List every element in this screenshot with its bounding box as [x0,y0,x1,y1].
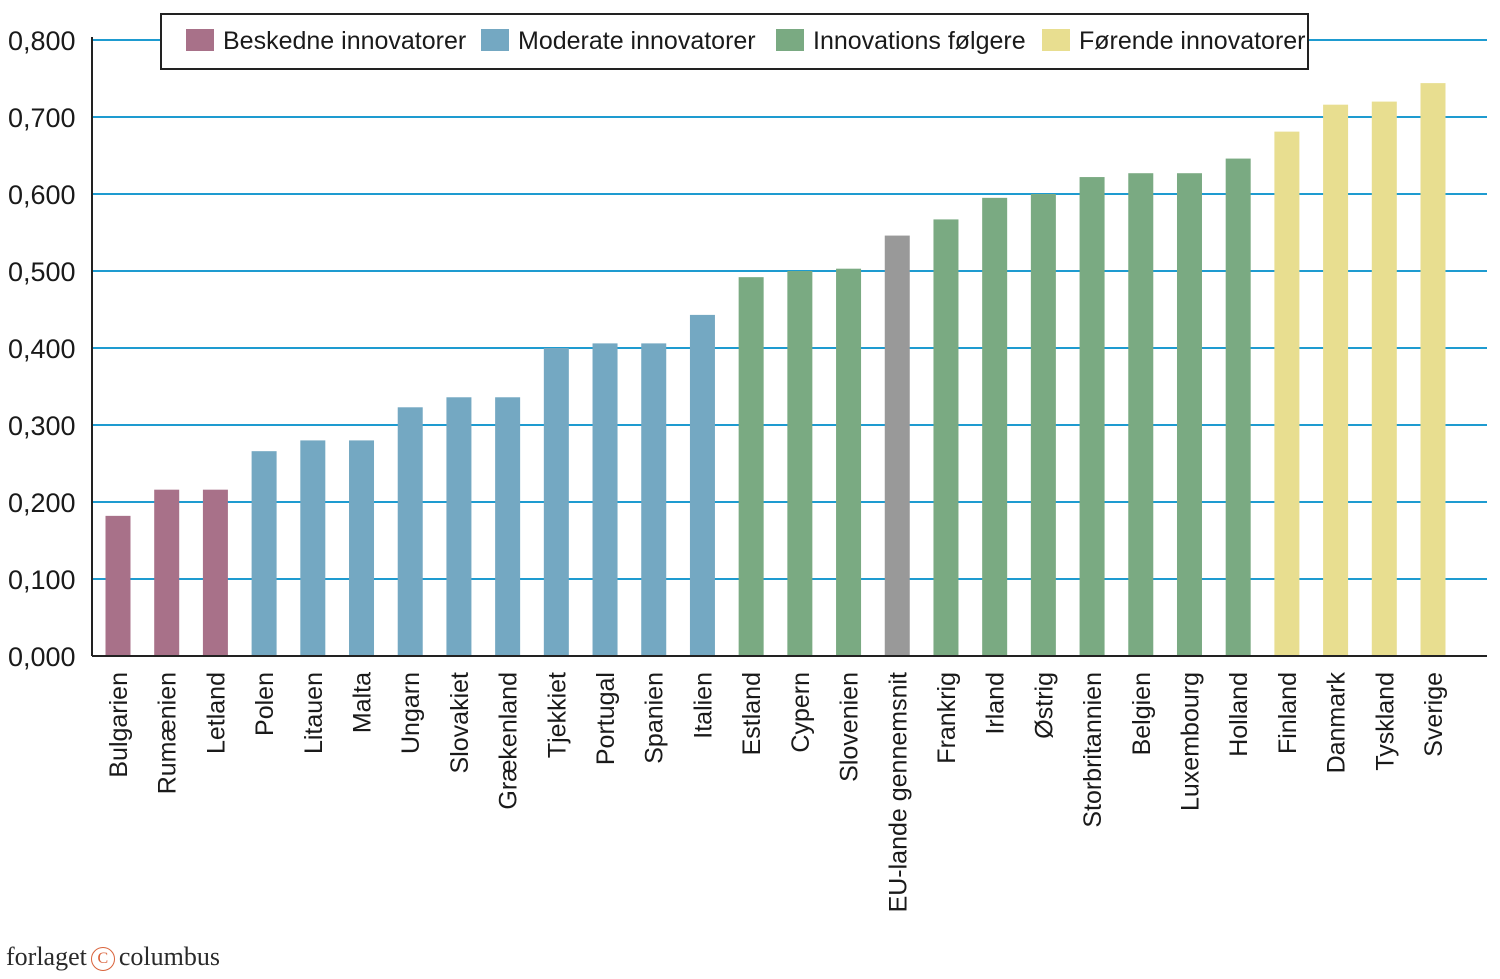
bar [1323,104,1349,657]
x-tick-label: Estland [738,672,766,755]
y-tick-label: 0,100 [8,565,76,595]
x-tick-label: Malta [349,672,377,733]
x-tick-label: Luxembourg [1176,672,1204,811]
legend-label: Førende innovatorer [1079,27,1306,55]
x-tick-label: Slovakiet [446,672,474,773]
x-tick-label: Italien [689,672,717,739]
x-tick-label: Frankrig [933,672,961,764]
bars [105,83,1446,657]
bar [689,314,715,656]
x-tick-label: Tjekkiet [543,672,571,758]
bar [1274,131,1300,656]
x-tick-label: Letland [202,672,230,754]
legend-swatch [776,29,804,51]
bar [641,343,667,656]
bar [884,235,910,656]
y-tick-label: 0,800 [8,26,76,56]
bar [300,440,326,656]
y-tick-label: 0,600 [8,180,76,210]
y-tick-label: 0,500 [8,257,76,287]
y-tick-label: 0,700 [8,103,76,133]
legend-swatch [1042,29,1070,51]
x-tick-label: Storbritannien [1079,672,1107,828]
legend: Beskedne innovatorer Moderate innovatorer… [160,13,1309,70]
x-tick-label: Bulgarien [105,672,133,778]
legend-swatch [481,29,509,51]
bar [738,277,764,656]
x-tick-label: Litauen [300,672,328,754]
y-tick-label: 0,300 [8,411,76,441]
x-tick-label: Irland [982,672,1010,735]
y-tick-label: 0,200 [8,488,76,518]
bar [1176,173,1202,656]
copyright-icon: C [90,947,115,971]
bar [1128,173,1154,656]
bar [154,489,180,656]
x-tick-label: Portugal [592,672,620,765]
x-tick-label: Slovenien [836,672,864,782]
legend-box [160,13,1309,70]
bar [1420,83,1446,657]
y-tick-label: 0,400 [8,334,76,364]
x-tick-label: Danmark [1323,672,1351,774]
publisher-name-left: forlaget [6,942,87,971]
bar [397,407,423,656]
publisher-name-right: columbus [118,942,220,971]
x-tick-label: Belgien [1128,672,1156,755]
x-tick-label: Sverige [1420,672,1448,757]
bar [836,268,862,656]
bar [202,489,228,656]
x-tick-label: EU-lande gennemsnit [884,672,912,912]
legend-label: Innovations følgere [813,27,1026,55]
x-tick-label: Spanien [641,672,669,764]
bar [787,271,813,656]
x-tick-label: Rumænien [154,672,182,794]
bar [1079,177,1105,656]
bar [105,515,131,656]
bar [446,397,472,656]
x-tick-label: Tyskland [1371,672,1399,771]
x-tick-label: Finland [1274,672,1302,754]
y-axis-ticks: 0,000 0,100 0,200 0,300 0,400 0,500 0,600 0,700… [8,26,76,672]
x-tick-label: Østrig [1030,672,1058,739]
legend-label: Beskedne innovatorer [223,27,466,55]
bar [1371,101,1397,657]
bar [592,343,618,656]
x-tick-label: Holland [1225,672,1253,757]
bar [933,219,959,656]
bar [251,451,277,656]
bar [495,397,521,656]
x-tick-label: Polen [251,672,279,736]
legend-swatch [186,29,214,51]
bar [543,348,569,656]
bar [1030,194,1056,656]
x-tick-label: Cypern [787,672,815,753]
x-tick-label: Ungarn [397,672,425,754]
bar [982,197,1008,656]
bar [1225,158,1251,656]
x-axis-labels: Bulgarien Rumænien Letland Polen Litauen Malt… [105,672,1448,913]
bar [349,440,375,656]
y-tick-label: 0,000 [8,642,76,672]
x-tick-label: Grækenland [495,672,523,810]
legend-label: Moderate innovatorer [518,27,756,55]
